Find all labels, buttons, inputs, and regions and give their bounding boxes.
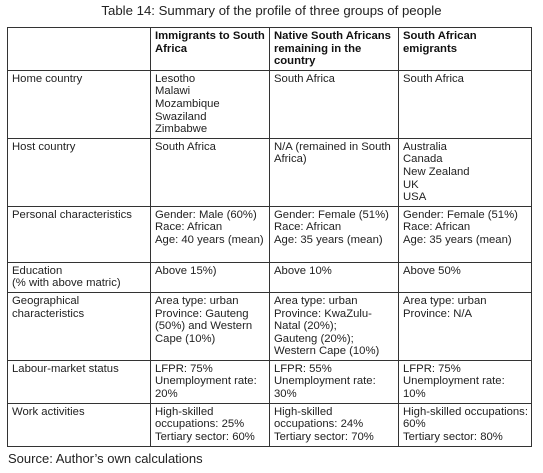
table-cell: High-skilled occupations: 25% Tertiary s… — [150, 402, 270, 447]
row-label: Labour-market status — [7, 359, 151, 404]
table-cell: South Africa — [269, 69, 399, 139]
table-row-work-activities: Work activities High-skilled occupations… — [7, 402, 532, 447]
table-row-home-country: Home country Lesotho Malawi Mozambique S… — [7, 69, 532, 139]
table-cell: South Africa — [398, 69, 532, 139]
table-row-education: Education (% with above matric) Above 15… — [7, 261, 532, 293]
row-label: Host country — [7, 137, 151, 207]
table-row-labour-market-status: Labour-market status LFPR: 75% Unemploym… — [7, 359, 532, 404]
table-cell: South Africa — [150, 137, 270, 207]
table-row-personal-characteristics: Personal characteristics Gender: Male (6… — [7, 205, 532, 263]
table-cell: High-skilled occupations: 24% Tertiary s… — [269, 402, 399, 447]
header-cell-empty — [7, 27, 151, 71]
table-cell: Area type: urban Province: N/A — [398, 291, 532, 361]
profile-summary-table: Immigrants to South Africa Native South … — [7, 27, 532, 447]
table-cell: LFPR: 75% Unemployment rate: 20% — [150, 359, 270, 404]
table-caption: Table 14: Summary of the profile of thre… — [101, 3, 442, 18]
row-label: Personal characteristics — [7, 205, 151, 263]
table-cell: LFPR: 75% Unemployment rate: 10% — [398, 359, 532, 404]
table-cell: Above 10% — [269, 261, 399, 293]
header-immigrants: Immigrants to South Africa — [150, 27, 270, 71]
table-cell: High-skilled occupations: 60% Tertiary s… — [398, 402, 532, 447]
table-cell: LFPR: 55% Unemployment rate: 30% — [269, 359, 399, 404]
table-cell: N/A (remained in South Africa) — [269, 137, 399, 207]
table-cell: Lesotho Malawi Mozambique Swaziland Zimb… — [150, 69, 270, 139]
table-cell: Gender: Female (51%) Race: African Age: … — [269, 205, 399, 263]
header-native-south-africans: Native South Africans remaining in the c… — [269, 27, 399, 71]
table-row-host-country: Host country South Africa N/A (remained … — [7, 137, 532, 207]
source-note: Source: Author’s own calculations — [8, 451, 203, 466]
table-cell: Gender: Female (51%) Race: African Age: … — [398, 205, 532, 263]
table-cell: Above 15%) — [150, 261, 270, 293]
row-label: Education (% with above matric) — [7, 261, 151, 293]
table-cell: Area type: urban Province: KwaZulu-Natal… — [269, 291, 399, 361]
table-cell: Gender: Male (60%) Race: African Age: 40… — [150, 205, 270, 263]
table-cell: Area type: urban Province: Gauteng (50%)… — [150, 291, 270, 361]
row-label: Home country — [7, 69, 151, 139]
row-label: Work activities — [7, 402, 151, 447]
table-header-row: Immigrants to South Africa Native South … — [7, 27, 532, 71]
header-south-african-emigrants: South African emigrants — [398, 27, 532, 71]
row-label: Geographical characteristics — [7, 291, 151, 361]
table-cell: Australia Canada New Zealand UK USA — [398, 137, 532, 207]
table-cell: Above 50% — [398, 261, 532, 293]
table-row-geographical-characteristics: Geographical characteristics Area type: … — [7, 291, 532, 361]
